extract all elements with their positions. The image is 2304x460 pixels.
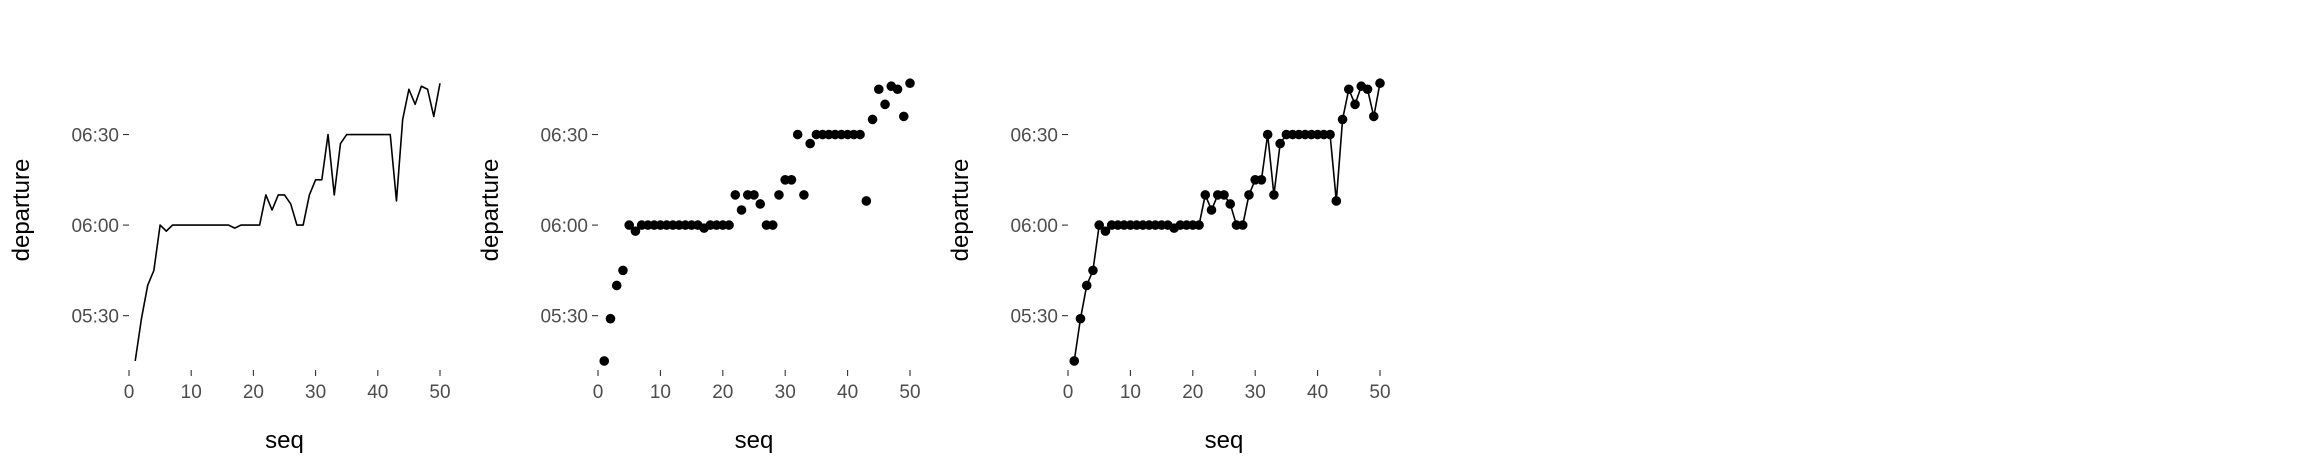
data-point	[1206, 205, 1217, 215]
x-tick-label: 50	[1369, 382, 1390, 403]
data-point	[855, 129, 865, 140]
data-point	[905, 78, 915, 89]
y-tick-label: 06:00	[540, 216, 588, 237]
data-point	[1194, 220, 1204, 230]
x-tick-label: 50	[899, 382, 920, 403]
data-point	[767, 220, 778, 230]
y-tick-label: 06:30	[540, 126, 588, 147]
y-tick-label: 06:30	[1010, 126, 1058, 147]
x-tick-label: 30	[305, 382, 326, 403]
data-point	[1225, 199, 1236, 209]
data-point	[892, 84, 903, 95]
data-point	[605, 313, 616, 324]
chart-panel-1: 0 10 20 30 40 50 05:30 06:00 06:30 seq departure	[8, 83, 451, 454]
y-tick-label: 06:00	[71, 216, 119, 237]
data-point	[1100, 226, 1111, 236]
data-point	[874, 84, 884, 95]
data-point	[630, 226, 641, 236]
data-point	[749, 190, 759, 200]
y-tick-label: 05:30	[71, 307, 119, 328]
data-point	[611, 280, 622, 291]
x-tick-label: 20	[712, 382, 733, 403]
x-axis-title: seq	[265, 427, 304, 454]
data-point	[792, 129, 803, 140]
data-point	[805, 138, 815, 149]
data-point	[1262, 129, 1273, 140]
x-tick-label: 50	[429, 382, 450, 403]
data-point	[1219, 190, 1229, 200]
data-point	[730, 190, 741, 200]
series-line	[134, 83, 441, 362]
y-tick-label: 05:30	[1010, 307, 1058, 328]
data-point	[774, 190, 784, 200]
data-point	[1200, 190, 1211, 200]
x-tick-label: 20	[1182, 382, 1203, 403]
data-point	[799, 190, 809, 200]
chart-panel-2: 0 10 20 30 40 50 05:30 06:00 06:30 seq departure	[477, 78, 921, 454]
data-point	[861, 196, 872, 206]
x-tick-label: 40	[367, 382, 388, 403]
data-point	[724, 220, 734, 230]
data-point	[867, 114, 878, 125]
x-tick-label: 20	[243, 382, 264, 403]
x-axis-title: seq	[735, 427, 774, 454]
data-point	[1094, 220, 1104, 230]
data-point	[1344, 84, 1354, 95]
x-tick-label: 0	[593, 382, 604, 403]
data-point	[786, 175, 797, 185]
data-point	[624, 220, 634, 230]
data-point	[880, 99, 890, 110]
x-axis-title: seq	[1205, 427, 1244, 454]
data-point	[599, 356, 610, 366]
data-point	[1244, 190, 1254, 200]
data-point	[1081, 280, 1092, 291]
data-point	[1325, 129, 1335, 140]
y-tick-label: 06:00	[1010, 216, 1058, 237]
y-tick-label: 05:30	[540, 307, 588, 328]
y-axis-title: departure	[947, 159, 974, 262]
data-point	[1088, 265, 1098, 276]
data-point	[1375, 78, 1385, 89]
x-tick-label: 30	[775, 382, 796, 403]
data-point	[898, 111, 909, 122]
data-point	[755, 199, 766, 209]
chart-panel-3: 0 10 20 30 40 50 05:30 06:00 06:30 seq departure	[947, 78, 1391, 454]
data-point	[1368, 111, 1379, 122]
data-point	[1269, 190, 1279, 200]
data-point	[736, 205, 747, 215]
data-point	[1275, 138, 1285, 149]
x-tick-label: 30	[1245, 382, 1266, 403]
data-point	[1256, 175, 1267, 185]
x-tick-label: 40	[837, 382, 858, 403]
data-point	[618, 265, 628, 276]
y-axis-title: departure	[8, 159, 35, 262]
x-tick-label: 0	[124, 382, 135, 403]
data-point	[1075, 313, 1086, 324]
y-axis-title: departure	[477, 159, 504, 262]
x-tick-label: 0	[1063, 382, 1074, 403]
x-tick-label: 40	[1307, 382, 1328, 403]
data-point	[1337, 114, 1348, 125]
y-tick-label: 06:30	[71, 126, 119, 147]
x-tick-label: 10	[181, 382, 202, 403]
data-point	[1331, 196, 1342, 206]
x-tick-label: 10	[1120, 382, 1141, 403]
x-tick-label: 10	[650, 382, 671, 403]
data-point	[1362, 84, 1373, 95]
data-point	[1069, 356, 1080, 366]
data-point	[1237, 220, 1248, 230]
data-point	[1350, 99, 1360, 110]
